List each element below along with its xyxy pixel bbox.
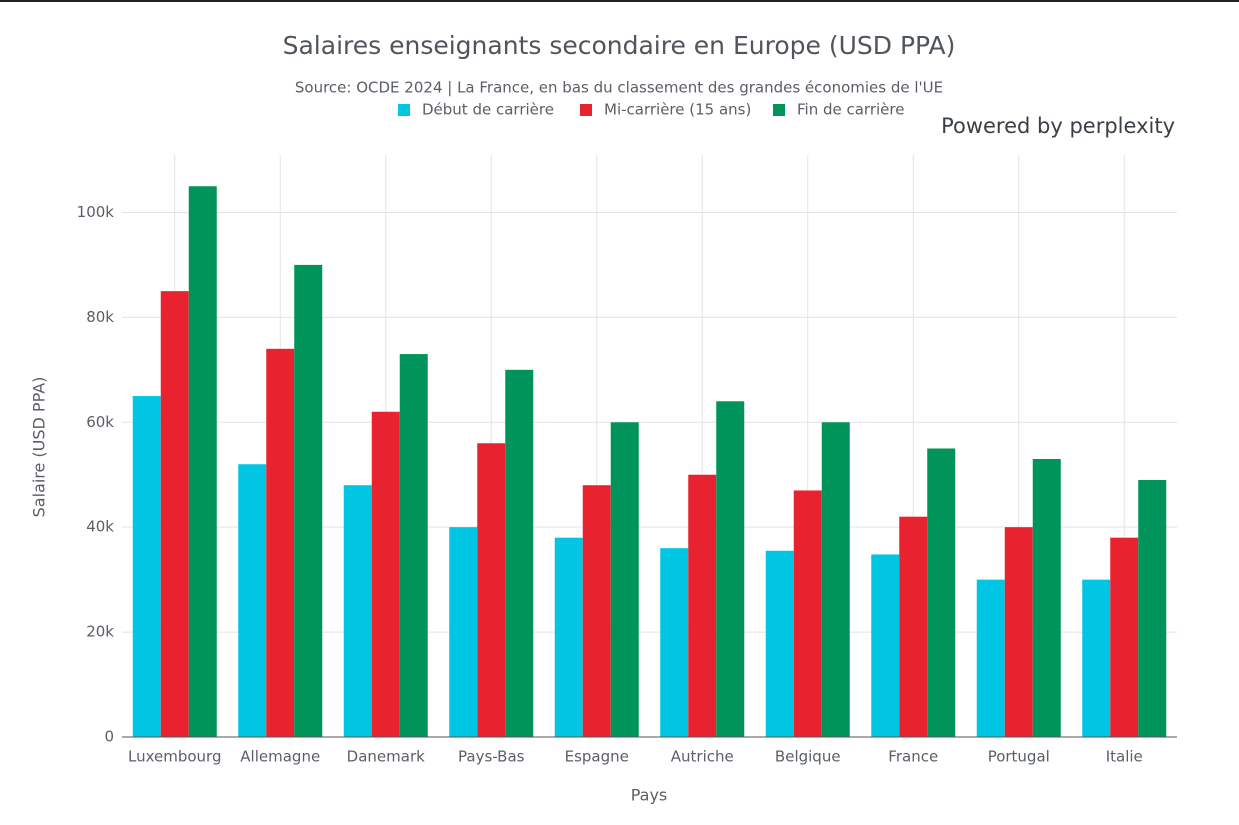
x-tick-label: Allemagne [240, 748, 320, 766]
bar [1004, 527, 1033, 737]
bar [266, 348, 295, 737]
y-tick-label: 80k [86, 308, 114, 326]
branding: Powered by perplexity [941, 114, 1175, 138]
chart-title: Salaires enseignants secondaire en Europ… [283, 31, 956, 60]
x-tick-label: Portugal [988, 748, 1050, 766]
y-tick-label: 20k [86, 623, 114, 641]
bar [1110, 537, 1139, 737]
x-tick-label: Espagne [565, 748, 629, 766]
bar [371, 411, 400, 737]
bar [582, 485, 611, 737]
legend-label: Mi-carrière (15 ans) [604, 101, 751, 119]
legend-swatch [773, 104, 785, 116]
legend-swatch [580, 104, 592, 116]
bar [821, 422, 850, 737]
bar [688, 474, 717, 737]
x-tick-label: Luxembourg [128, 748, 222, 766]
legend-label: Fin de carrière [797, 101, 904, 119]
x-tick-label: Autriche [671, 748, 734, 766]
bar [660, 548, 689, 737]
x-axis-label: Pays [631, 786, 668, 805]
legend-swatch [398, 104, 410, 116]
x-tick-label: Belgique [775, 748, 841, 766]
bar [899, 516, 928, 737]
bar [976, 579, 1005, 737]
bar [765, 550, 794, 737]
x-tick-label: Danemark [347, 748, 425, 766]
bar [793, 490, 822, 737]
bar [1082, 579, 1111, 737]
bar [294, 264, 323, 737]
bar [1032, 458, 1061, 737]
bar [238, 464, 267, 737]
bar [871, 554, 900, 737]
bar [1138, 479, 1167, 737]
bar [343, 485, 372, 737]
bar [477, 443, 506, 737]
y-tick-label: 100k [77, 203, 115, 221]
bar [610, 422, 639, 737]
bar [554, 537, 583, 737]
chart-subtitle: Source: OCDE 2024 | La France, en bas du… [295, 79, 943, 97]
bar [505, 369, 534, 737]
bar [927, 448, 956, 737]
x-tick-label: Italie [1106, 748, 1143, 766]
y-axis-label: Salaire (USD PPA) [30, 377, 49, 518]
x-tick-label: Pays-Bas [458, 748, 525, 766]
top-border [0, 0, 1239, 2]
bar [399, 354, 428, 737]
bar [188, 186, 217, 737]
legend-label: Début de carrière [422, 101, 554, 119]
bar [449, 527, 478, 737]
y-tick-label: 0 [104, 728, 114, 746]
bar [160, 291, 189, 737]
y-tick-label: 60k [86, 413, 114, 431]
y-tick-label: 40k [86, 518, 114, 536]
bar [716, 401, 745, 737]
bar [132, 396, 161, 737]
x-tick-label: France [888, 748, 938, 766]
